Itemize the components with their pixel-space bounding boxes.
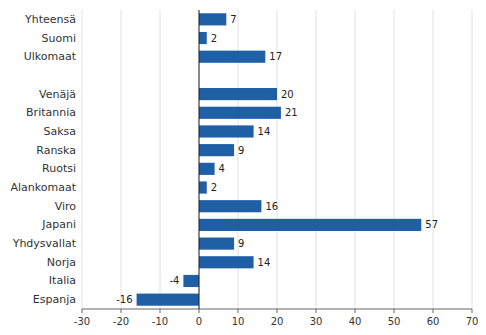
grid-line (199, 10, 200, 309)
grid-line (160, 10, 161, 309)
data-label: -16 (116, 294, 132, 305)
grid-line (355, 10, 356, 309)
bar (199, 107, 281, 119)
data-label: 17 (269, 51, 282, 62)
category-label: Yhdysvallat (12, 237, 77, 250)
x-tick-label: -20 (113, 316, 129, 327)
data-label: 57 (425, 219, 438, 230)
data-label: -4 (169, 275, 179, 286)
x-tick-label: 40 (349, 316, 362, 327)
data-label: 14 (258, 257, 271, 268)
category-label: Saksa (43, 125, 76, 138)
bar (199, 219, 421, 231)
grid-line (394, 10, 395, 309)
data-label: 14 (258, 126, 271, 137)
x-axis: -30 -20 -10 0 10 20 30 40 50 60 70 (74, 309, 479, 327)
grid-line (82, 10, 83, 309)
x-tick (277, 309, 278, 313)
category-label: Italia (49, 274, 76, 287)
x-axis-line (82, 309, 472, 310)
x-tick (121, 309, 122, 313)
grid-line (472, 10, 473, 309)
grid-line (316, 10, 317, 309)
bar (199, 144, 234, 156)
data-label: 2 (211, 33, 217, 44)
category-label: Ulkomaat (24, 50, 77, 63)
category-label: Viro (55, 200, 77, 213)
data-label: 9 (238, 238, 244, 249)
x-tick (316, 309, 317, 313)
bar (199, 200, 261, 212)
x-tick-label: 20 (271, 316, 284, 327)
x-tick-label: -30 (74, 316, 90, 327)
x-tick-label: 50 (388, 316, 401, 327)
x-tick-label: 60 (427, 316, 440, 327)
category-label: Espanja (33, 293, 76, 306)
bar (199, 181, 207, 193)
data-label: 16 (265, 201, 278, 212)
x-tick-label: -10 (152, 316, 168, 327)
category-label: Alankomaat (10, 181, 76, 194)
chart: -30-20-100102030405060707217202114942165… (0, 0, 486, 335)
bar (199, 163, 215, 175)
bar (199, 32, 207, 44)
bar (183, 275, 199, 287)
data-label: 7 (230, 14, 236, 25)
bar (199, 125, 254, 137)
data-label: 20 (281, 89, 294, 100)
grid (82, 10, 472, 309)
category-label: Ruotsi (42, 162, 76, 175)
x-tick (433, 309, 434, 313)
x-tick (394, 309, 395, 313)
chart-container: -30-20-100102030405060707217202114942165… (0, 0, 486, 335)
bar (199, 51, 265, 63)
bar (199, 88, 277, 100)
bar (199, 13, 226, 25)
x-tick (238, 309, 239, 313)
grid-line (121, 10, 122, 309)
bars (137, 13, 422, 305)
bar (199, 238, 234, 250)
category-label: Suomi (42, 32, 76, 45)
category-label: Britannia (26, 106, 76, 119)
data-label: 2 (211, 182, 217, 193)
x-tick (160, 309, 161, 313)
x-tick-label: 70 (466, 316, 479, 327)
x-tick-label: 10 (232, 316, 245, 327)
bar (199, 256, 254, 268)
x-tick (355, 309, 356, 313)
data-label: 4 (219, 163, 225, 174)
category-label: Yhteensä (24, 13, 76, 26)
x-tick-label: 30 (310, 316, 323, 327)
data-labels: 72172021149421657914-4-16 (116, 14, 438, 305)
y-axis: Yhteensä Suomi Ulkomaat Venäjä Britannia Saks… (10, 13, 76, 306)
x-tick (199, 309, 200, 313)
category-label: Venäjä (39, 88, 76, 101)
x-tick-label: 0 (196, 316, 202, 327)
x-tick (82, 309, 83, 313)
grid-line (433, 10, 434, 309)
bar (137, 294, 199, 306)
x-tick (472, 309, 473, 313)
category-label: Norja (47, 256, 76, 269)
data-label: 21 (285, 107, 298, 118)
zero-line (199, 10, 200, 309)
category-label: Japani (41, 218, 76, 231)
data-label: 9 (238, 145, 244, 156)
category-label: Ranska (36, 144, 76, 157)
